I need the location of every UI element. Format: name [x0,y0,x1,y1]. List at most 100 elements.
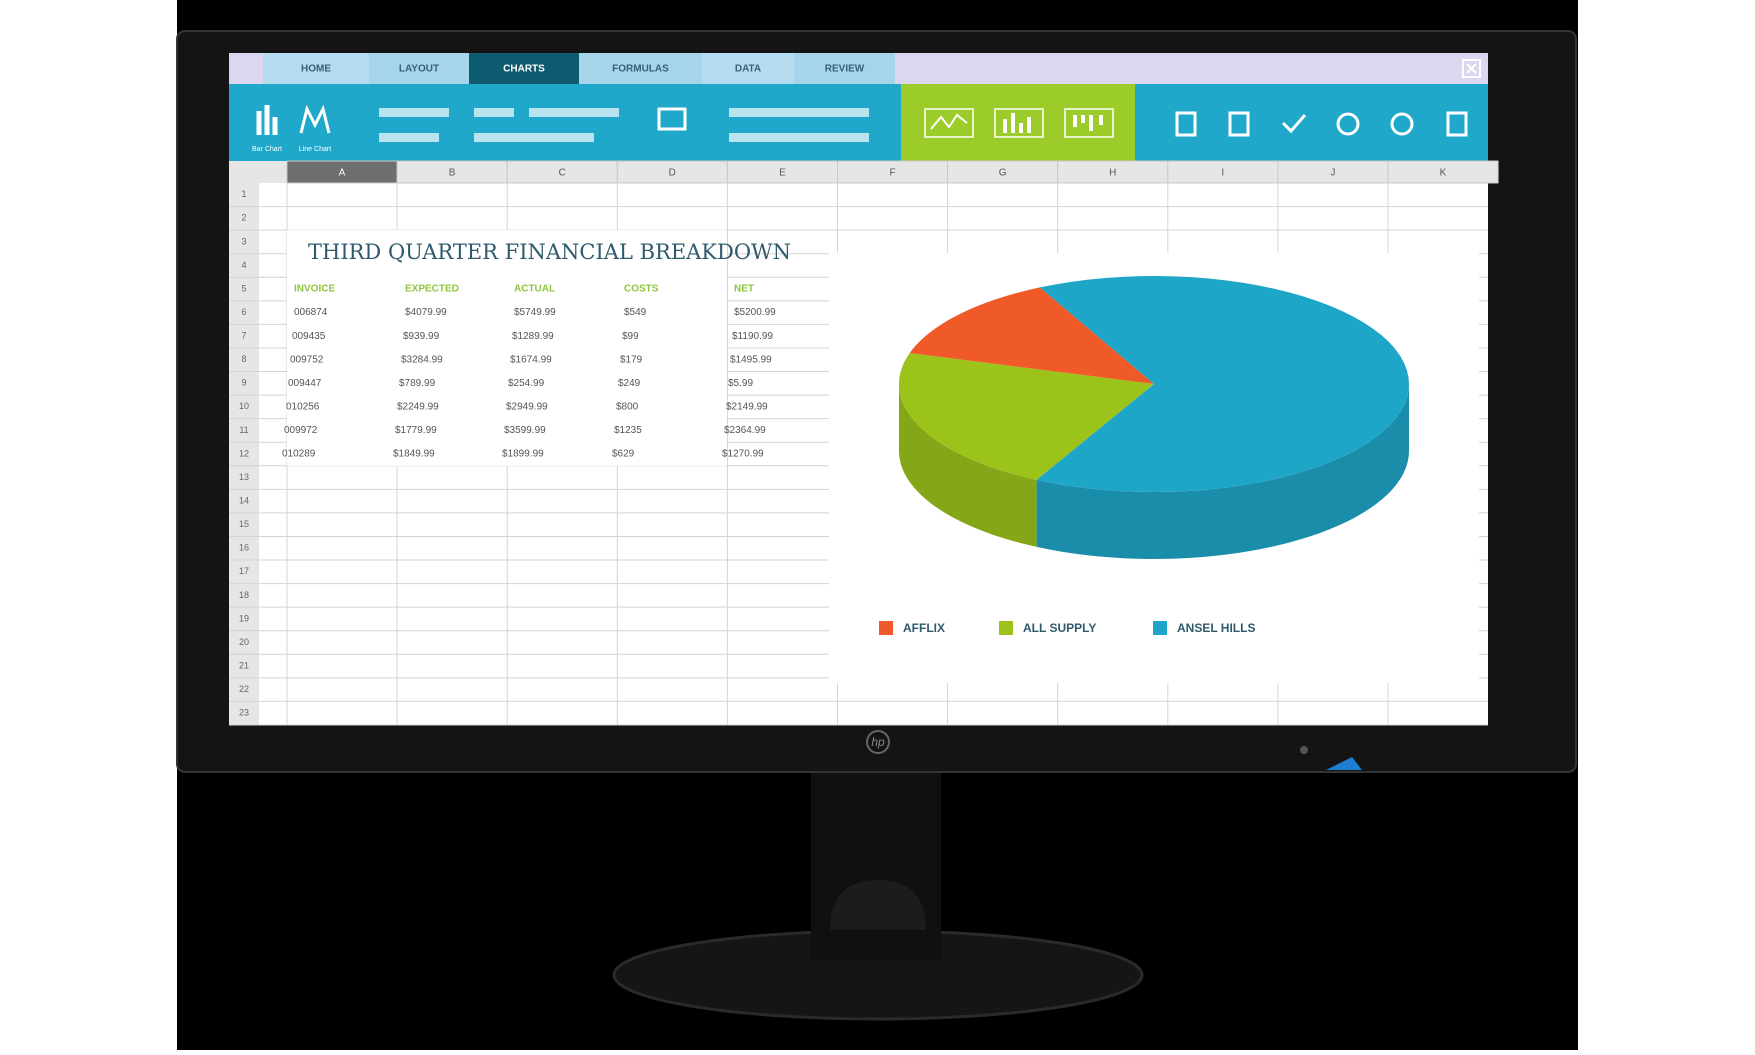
tab-label[interactable]: CHARTS [503,64,545,75]
tab-label[interactable]: FORMULAS [612,64,669,75]
row-label[interactable]: 13 [239,472,249,482]
row-label[interactable]: 23 [239,708,249,718]
table-cell[interactable]: $800 [616,402,639,413]
table-cell[interactable]: $1899.99 [502,449,544,460]
pie-slice[interactable] [909,287,1154,384]
column-icon-frame[interactable] [1064,108,1114,138]
row-label[interactable]: 4 [241,260,246,270]
bar-icon-frame[interactable] [994,108,1044,138]
row-label[interactable]: 21 [239,660,249,670]
table-cell[interactable]: $1779.99 [395,425,437,436]
table-cell[interactable]: 010289 [282,449,316,460]
cell-box[interactable] [729,108,869,117]
column-header[interactable] [1387,160,1499,184]
tool-icon[interactable] [1175,111,1197,137]
table-cell[interactable]: 009972 [284,425,318,436]
table-cell[interactable]: $1849.99 [393,449,435,460]
tool-icon[interactable] [1390,112,1414,136]
close-button[interactable] [1462,59,1481,78]
column-label[interactable]: I [1221,168,1224,179]
tab[interactable] [469,53,579,84]
column-label[interactable]: G [999,168,1007,179]
table-cell[interactable]: $1270.99 [722,449,764,460]
tab[interactable] [794,53,895,84]
column-label[interactable]: F [889,168,895,179]
table-cell[interactable]: $2949.99 [506,402,548,413]
tab[interactable] [263,53,369,84]
column-label[interactable]: H [1109,168,1116,179]
table-cell[interactable]: $3599.99 [504,425,546,436]
legend-label[interactable]: ANSEL HILLS [1177,621,1255,635]
row-label[interactable]: 11 [239,425,248,435]
picture-icon[interactable] [657,107,687,131]
row-label[interactable]: 8 [241,354,246,364]
table-cell[interactable]: $939.99 [403,331,440,342]
tab[interactable] [579,53,702,84]
table-cell[interactable]: $629 [612,449,635,460]
line-chart-icon[interactable] [299,104,331,134]
table-cell[interactable]: 006874 [294,307,328,318]
row-label[interactable]: 9 [241,378,246,388]
pie-slice[interactable] [1036,276,1409,492]
row-label[interactable]: 15 [239,519,249,529]
column-label[interactable]: J [1330,168,1335,179]
row-label[interactable]: 10 [239,401,249,411]
power-button[interactable] [1326,757,1362,770]
legend-swatch[interactable] [999,621,1013,635]
table-cell[interactable]: $3284.99 [401,354,443,365]
legend-swatch[interactable] [879,621,893,635]
tab[interactable] [702,53,794,84]
table-cell[interactable]: $1495.99 [730,354,772,365]
column-label[interactable]: E [779,168,786,179]
format-box[interactable] [474,133,594,142]
table-cell[interactable]: $5200.99 [734,307,776,318]
cell-box[interactable] [729,133,869,142]
table-cell[interactable]: $789.99 [399,378,436,389]
row-label[interactable]: 3 [241,236,246,246]
legend-label[interactable]: AFFLIX [903,621,945,635]
pie-slice[interactable] [899,353,1154,480]
style-box[interactable] [379,133,439,142]
column-label[interactable]: D [669,168,676,179]
line-icon-frame[interactable] [924,108,974,138]
table-cell[interactable]: $2149.99 [726,402,768,413]
tab-label[interactable]: DATA [735,64,761,75]
row-label[interactable]: 18 [239,590,249,600]
table-cell[interactable]: $2364.99 [724,425,766,436]
row-label[interactable]: 1 [241,189,246,199]
column-label[interactable]: B [449,168,456,179]
ribbon-button-label[interactable]: Bar Chart [252,146,282,153]
column-label[interactable]: A [339,168,346,179]
row-label[interactable]: 2 [241,213,246,223]
column-label[interactable]: K [1440,168,1447,179]
bar-chart-icon[interactable] [256,105,278,135]
table-cell[interactable]: 009447 [288,378,322,389]
table-cell[interactable]: $4079.99 [405,307,447,318]
tab-label[interactable]: LAYOUT [399,64,439,75]
row-label[interactable]: 6 [241,307,246,317]
table-cell[interactable]: $549 [624,307,647,318]
row-label[interactable]: 16 [239,543,249,553]
table-cell[interactable]: $5749.99 [514,307,556,318]
row-label[interactable]: 19 [239,613,249,623]
table-cell[interactable]: $1674.99 [510,354,552,365]
table-cell[interactable]: $1190.99 [732,331,773,342]
ribbon-button-label[interactable]: Line Chart [299,146,331,153]
table-cell[interactable]: $2249.99 [397,402,439,413]
table-cell[interactable]: $99 [622,331,639,342]
row-label[interactable]: 22 [239,684,249,694]
table-cell[interactable]: 009752 [290,354,324,365]
table-cell[interactable]: $1235 [614,425,642,436]
tool-icon[interactable] [1228,111,1250,137]
row-label[interactable]: 20 [239,637,249,647]
column-label[interactable]: C [559,168,566,179]
table-cell[interactable]: $249 [618,378,641,389]
table-cell[interactable]: $5.99 [728,378,753,389]
legend-swatch[interactable] [1153,621,1167,635]
table-cell[interactable]: $179 [620,354,643,365]
table-cell[interactable]: 010256 [286,402,320,413]
tool-icon[interactable] [1281,114,1307,134]
tool-icon[interactable] [1336,112,1360,136]
tab-label[interactable]: REVIEW [825,64,865,75]
tool-icon[interactable] [1446,111,1468,137]
